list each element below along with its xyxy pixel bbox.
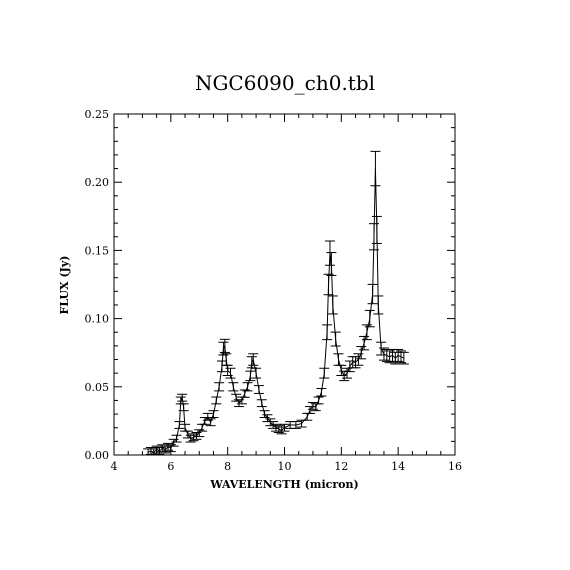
- x-axis-label: WAVELENGTH (micron): [209, 478, 358, 491]
- x-tick-label: 12: [334, 460, 348, 473]
- x-tick-label: 14: [391, 460, 405, 473]
- x-tick-label: 16: [448, 460, 462, 473]
- x-tick-label: 4: [111, 460, 118, 473]
- error-bar: [398, 351, 409, 365]
- axis-ticks: [113, 113, 456, 456]
- y-tick-label: 0.15: [85, 244, 110, 257]
- y-tick-label: 0.05: [85, 381, 110, 394]
- chart-title: NGC6090_ch0.tbl: [195, 71, 375, 95]
- x-tick-label: 10: [278, 460, 292, 473]
- axis-tick-labels: 4 6 8 10 12 14 16 0.00 0.05 0.10 0.15 0.20 0.25: [85, 108, 463, 473]
- x-tick-label: 6: [167, 460, 174, 473]
- y-tick-label: 0.25: [85, 108, 110, 121]
- y-tick-label: 0.10: [85, 313, 110, 326]
- x-tick-label: 8: [224, 460, 231, 473]
- error-bars: [143, 150, 409, 456]
- y-tick-label: 0.20: [85, 176, 110, 189]
- series-line: [147, 168, 405, 453]
- y-tick-label: 0.00: [85, 449, 110, 462]
- plot-frame: [113, 113, 456, 456]
- y-axis-label: FLUX (Jy): [58, 256, 71, 315]
